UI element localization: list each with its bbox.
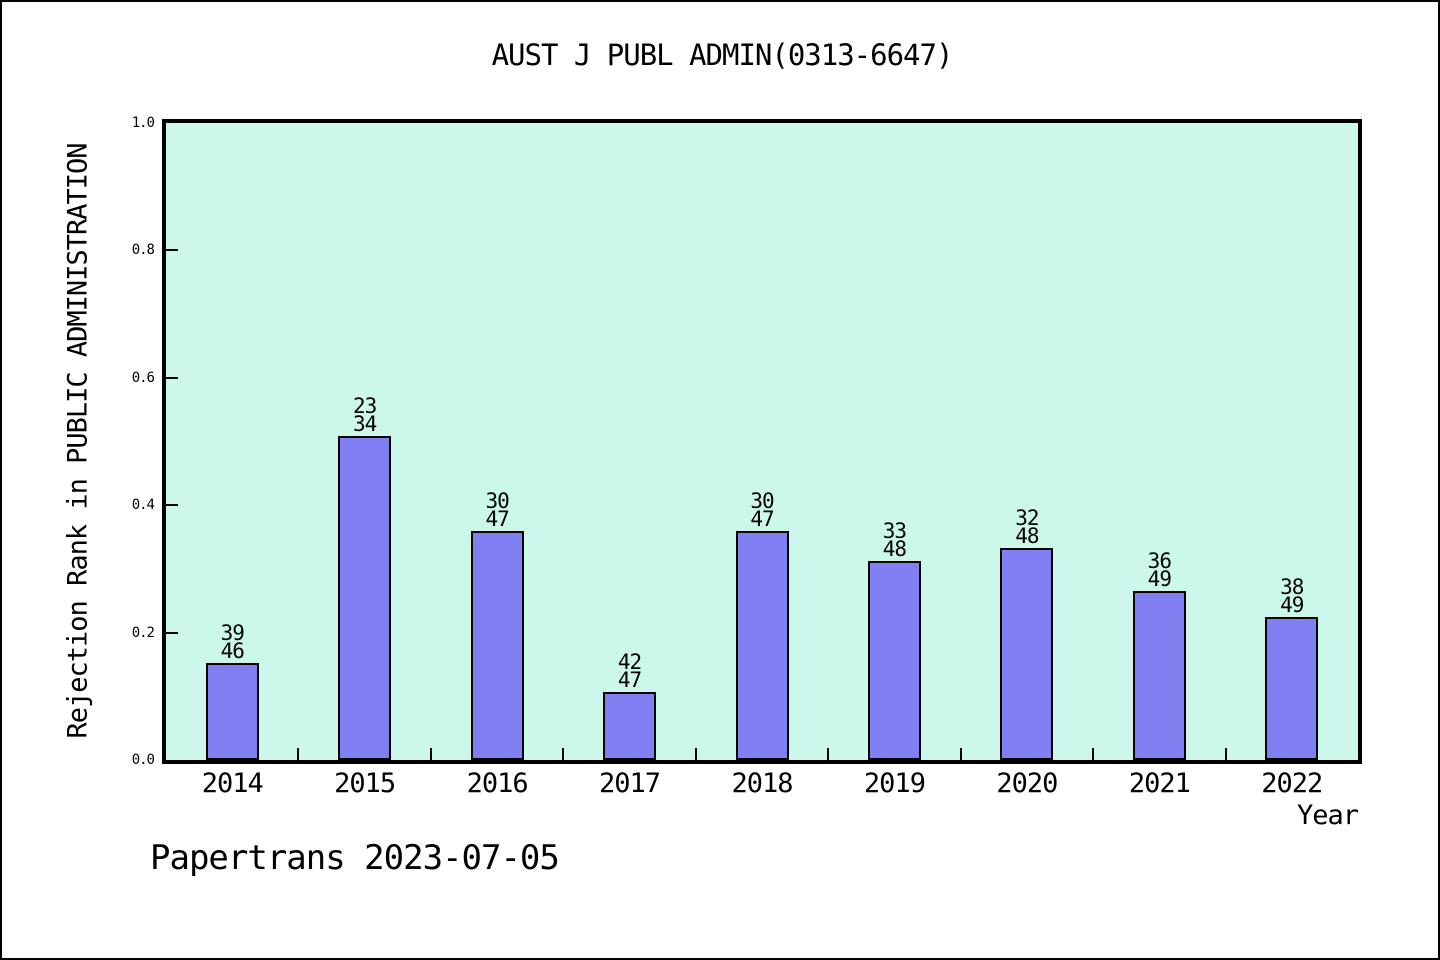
x-tick-label: 2019	[863, 768, 926, 799]
x-tick-mark	[430, 748, 432, 760]
bar-value-label: 38 49	[1280, 575, 1304, 617]
x-tick-label: 2018	[731, 768, 793, 799]
x-tick-mark	[1225, 748, 1227, 760]
bar-value-label: 32 48	[1015, 506, 1039, 548]
bar-value-label: 36 49	[1147, 549, 1172, 591]
x-tick-label: 2020	[996, 768, 1058, 799]
y-tick-label: 0.6	[131, 370, 155, 386]
bar	[1132, 591, 1186, 760]
y-tick-label: 0.0	[131, 752, 155, 768]
y-tick-mark	[166, 504, 178, 506]
y-tick-mark	[166, 249, 178, 251]
x-tick-label: 2021	[1128, 768, 1191, 799]
x-tick-label: 2014	[201, 768, 264, 799]
x-tick-mark	[827, 748, 829, 760]
bars-container: 39 46 23 34 30 47 42 47 30 47 33 48 32 48 36 49 38 49	[166, 123, 1358, 760]
x-tick-mark	[562, 748, 564, 760]
x-tick-mark	[1092, 748, 1094, 760]
bar-value-label: 23 34	[353, 394, 377, 436]
bar-value-label: 30 47	[485, 489, 509, 531]
bar	[470, 531, 524, 760]
y-tick-mark	[166, 377, 178, 379]
x-tick-label: 2015	[334, 768, 396, 799]
y-tick-label: 0.4	[131, 497, 155, 513]
bar-value-label: 30 47	[750, 489, 774, 531]
bar-value-label: 33 48	[882, 519, 907, 561]
y-tick-label: 0.2	[131, 625, 155, 641]
x-tick-mark	[297, 748, 299, 760]
bar	[205, 663, 259, 760]
y-tick-mark	[166, 632, 178, 634]
x-tick-label: 2017	[599, 768, 661, 799]
y-tick-label: 0.8	[131, 242, 155, 258]
bar	[867, 561, 921, 760]
bar	[338, 436, 392, 760]
footer-watermark: Papertrans 2023-07-05	[150, 838, 560, 878]
bar-value-label: 39 46	[220, 621, 245, 663]
x-tick-label: 2016	[466, 768, 529, 799]
x-tick-mark	[695, 748, 697, 760]
chart-title: AUST J PUBL ADMIN(0313-6647)	[491, 38, 954, 72]
bar	[1000, 548, 1054, 760]
bar	[1265, 617, 1319, 760]
x-tick-label: 2022	[1261, 768, 1323, 799]
y-tick-label: 1.0	[131, 115, 155, 131]
x-tick-mark	[960, 748, 962, 760]
bar	[603, 692, 657, 760]
bar	[735, 531, 789, 760]
y-axis-label: Rejection Rank in PUBLIC ADMINISTRATION	[62, 143, 94, 739]
plot-area: 39 46 23 34 30 47 42 47 30 47 33 48 32 48 36 49 38 49	[162, 119, 1362, 764]
x-axis-label: Year	[1296, 800, 1359, 831]
bar-value-label: 42 47	[617, 650, 642, 692]
